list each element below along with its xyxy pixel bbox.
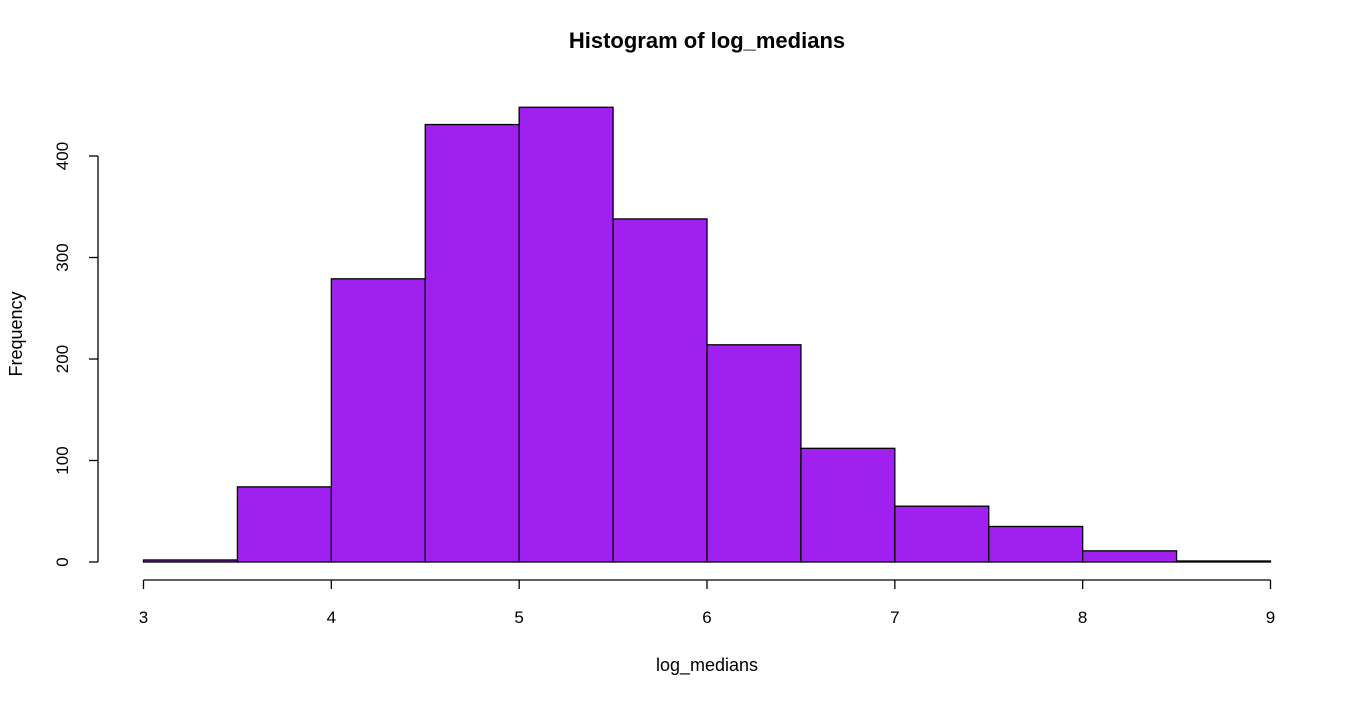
- y-tick-label: 300: [53, 243, 72, 271]
- histogram-bar: [1082, 550, 1178, 563]
- histogram-bar: [800, 447, 896, 563]
- x-tick-label: 3: [139, 608, 148, 627]
- y-tick-label: 0: [53, 557, 72, 566]
- y-axis: 0 100 200 300 400: [53, 142, 99, 567]
- histogram-bar: [142, 559, 239, 563]
- histogram-bar: [894, 505, 990, 563]
- x-tick-label: 7: [890, 608, 899, 627]
- x-tick-label: 6: [702, 608, 711, 627]
- histogram-bar: [424, 123, 520, 563]
- bars-group: [142, 106, 1272, 563]
- x-tick-label: 8: [1078, 608, 1087, 627]
- histogram-bar: [706, 344, 802, 563]
- histogram-bar: [236, 486, 332, 563]
- x-tick-label: 9: [1266, 608, 1275, 627]
- x-axis-label: log_medians: [656, 655, 758, 676]
- x-axis: 3 4 5 6 7 8 9: [139, 579, 1275, 627]
- y-axis-label: Frequency: [6, 291, 26, 376]
- chart-title: Histogram of log_medians: [569, 28, 845, 53]
- histogram-bar: [612, 218, 708, 563]
- y-tick-label: 400: [53, 142, 72, 170]
- x-tick-label: 4: [327, 608, 336, 627]
- x-tick-label: 5: [514, 608, 523, 627]
- histogram-bar: [518, 106, 614, 563]
- histogram-bar: [988, 525, 1084, 563]
- histogram-bar: [330, 278, 426, 563]
- y-tick-label: 200: [53, 345, 72, 373]
- histogram-bar: [1175, 560, 1272, 563]
- y-tick-label: 100: [53, 446, 72, 474]
